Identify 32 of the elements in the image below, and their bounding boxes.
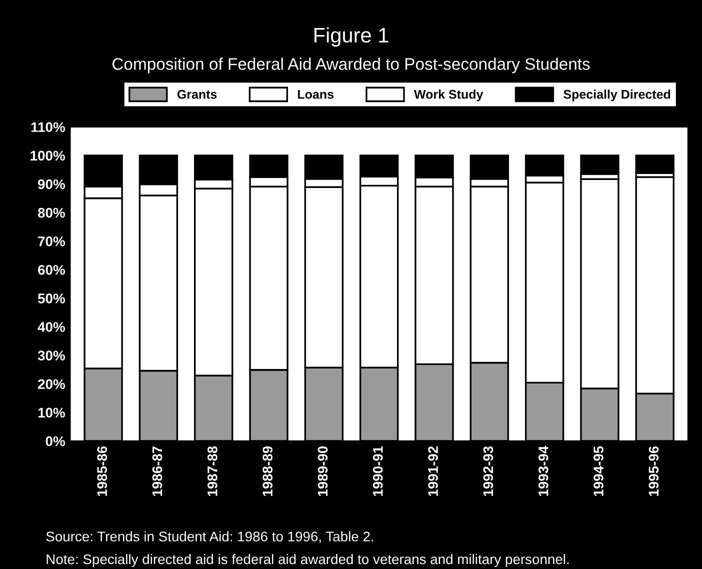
x-tick-label: 1989-90 (318, 446, 328, 496)
x-tick-label: 1994-95 (594, 446, 604, 496)
y-tick-label: 10% (38, 408, 65, 418)
x-tick-label: 1986-87 (152, 446, 162, 496)
y-tick-label: 90% (38, 179, 65, 190)
y-tick-label: 40% (38, 322, 65, 332)
legend-label: Loans (298, 90, 334, 99)
legend-label: Specially Directed (564, 90, 670, 102)
y-tick-label: 110% (31, 122, 65, 132)
y-tick-label: 70% (38, 236, 65, 246)
x-tick-label: 1993-94 (538, 446, 548, 496)
x-tick-label: 1992-93 (483, 446, 494, 496)
source-note: Source: Trends in Student Aid: 1986 to 1996, Table 2. (46, 531, 374, 544)
x-tick-label: 1985-86 (97, 446, 108, 496)
chart-title: Figure 1 (314, 27, 388, 47)
x-tick-label: 1990-91 (372, 446, 383, 496)
y-tick-label: 100% (30, 150, 65, 161)
text: Note: Specially directed aid is federal aid awarded to veterans and military personnel. (46, 554, 569, 567)
x-tick-label: 1991-92 (428, 446, 438, 496)
x-tick-label: 1988-89 (262, 446, 272, 496)
bar (635, 154, 674, 174)
x-tick-label: 1995-96 (648, 446, 659, 496)
legend-label: Grants (177, 90, 217, 99)
y-tick-label: 20% (38, 379, 65, 390)
y-tick-label: 0% (46, 436, 65, 446)
x-tick-label: 1987-88 (208, 446, 218, 496)
y-tick-label: 80% (38, 208, 65, 218)
y-tick-label: 30% (38, 350, 65, 361)
chart-subtitle: Composition of Federal Aid Awarded to Post-secondary Students (112, 58, 590, 74)
y-tick-label: 60% (38, 264, 65, 275)
y-tick-label: 50% (38, 294, 65, 304)
legend-label: Work Study (414, 90, 484, 102)
